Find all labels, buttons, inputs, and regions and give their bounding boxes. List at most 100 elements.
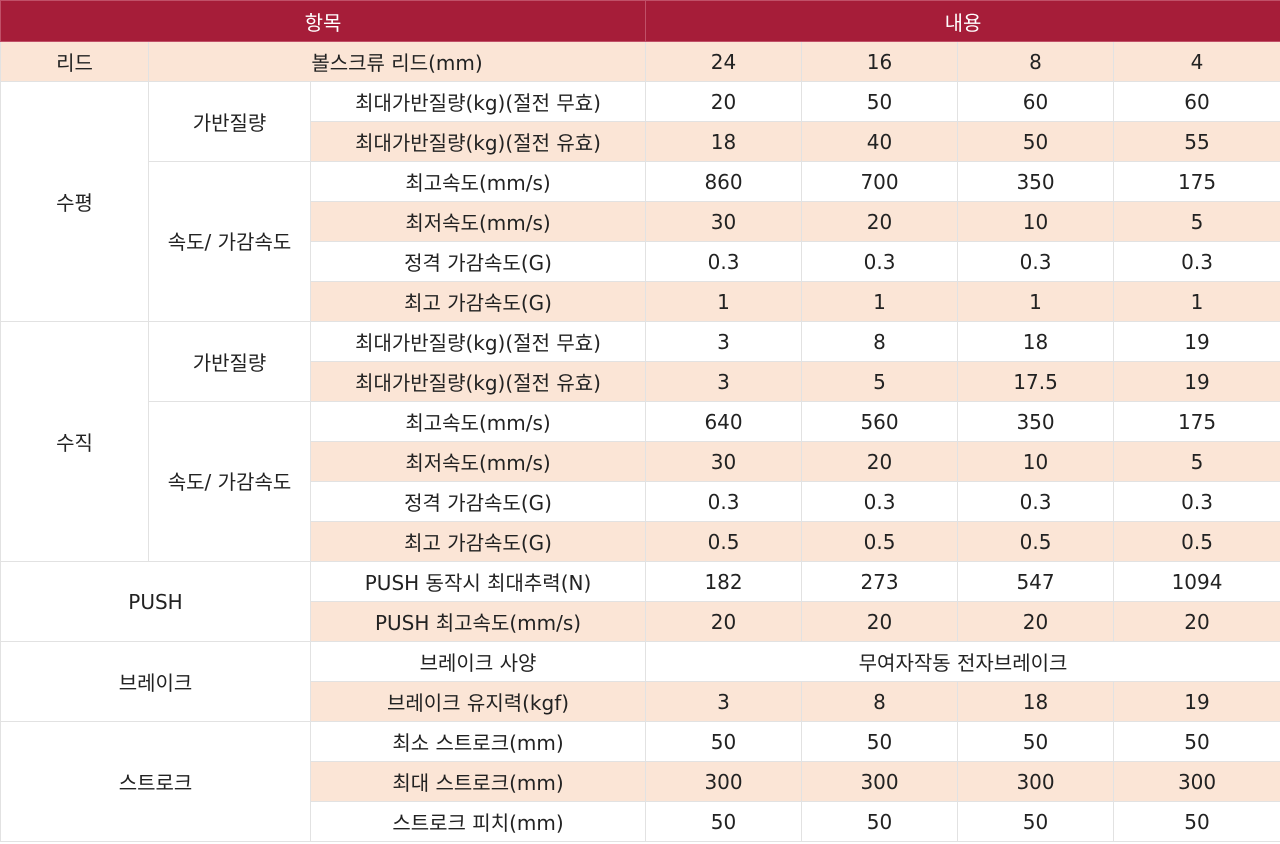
value-cell: 18 <box>957 681 1115 722</box>
value-cell: 300 <box>1113 761 1280 802</box>
value-cell: 20 <box>645 81 803 122</box>
value-cell: 40 <box>801 121 959 162</box>
value-cell: 273 <box>801 561 959 602</box>
value-cell: 0.3 <box>645 481 803 522</box>
param-cell: 브레이크 유지력(kgf) <box>309 681 647 722</box>
value-cell: 19 <box>1113 361 1280 402</box>
value-cell: 5 <box>1113 441 1280 482</box>
subgroup-label-speed: 속도/ 가감속도 <box>148 401 311 562</box>
value-cell: 20 <box>801 201 959 242</box>
value-cell: 0.3 <box>801 241 959 282</box>
value-cell: 0.3 <box>957 481 1115 522</box>
table-row: 리드 볼스크류 리드(mm) 24 16 8 4 <box>0 41 1280 82</box>
value-cell: 1 <box>645 281 803 322</box>
value-cell: 50 <box>957 121 1115 162</box>
header-item: 항목 <box>0 0 647 42</box>
lead-label: 리드 <box>0 41 149 82</box>
value-cell: 1 <box>1113 281 1280 322</box>
value-cell: 182 <box>645 561 803 602</box>
value-cell: 5 <box>801 361 959 402</box>
value-cell: 50 <box>801 801 959 842</box>
table-row: 정격 가감속도(G) 0.3 0.3 0.3 0.3 <box>1 241 1280 282</box>
value-cell: 20 <box>1113 601 1280 642</box>
value-cell: 0.3 <box>645 241 803 282</box>
table-row: 속도/ 가감속도 최고속도(mm/s) 860 700 350 175 <box>1 161 1280 322</box>
param-cell: 최소 스트로크(mm) <box>309 721 647 762</box>
param-cell: 볼스크류 리드(mm) <box>147 41 647 82</box>
value-cell: 3 <box>645 681 803 722</box>
value-cell: 20 <box>645 601 803 642</box>
value-cell: 8 <box>801 321 959 362</box>
table-row: 최대가반질량(kg)(절전 유효) 3 5 17.5 19 <box>1 361 1280 402</box>
group-label-horizontal: 수평 <box>0 81 149 322</box>
value-cell: 50 <box>1113 801 1280 842</box>
table-row: 스트로크 최소 스트로크(mm) 50 50 50 50 <box>0 721 1280 842</box>
value-cell: 60 <box>957 81 1115 122</box>
subgroup-label-payload: 가반질량 <box>148 321 311 402</box>
param-cell: PUSH 최고속도(mm/s) <box>309 601 647 642</box>
value-cell: 4 <box>1113 41 1280 82</box>
value-cell: 60 <box>1113 81 1280 122</box>
value-cell: 24 <box>645 41 803 82</box>
param-cell: PUSH 동작시 최대추력(N) <box>309 561 647 602</box>
value-cell: 700 <box>801 161 959 202</box>
value-cell: 8 <box>957 41 1115 82</box>
table-row: PUSH 최고속도(mm/s) 20 20 20 20 <box>1 601 1280 642</box>
param-cell: 정격 가감속도(G) <box>309 481 647 522</box>
param-cell: 최대 스트로크(mm) <box>309 761 647 802</box>
header-content: 내용 <box>645 0 1280 42</box>
value-cell: 50 <box>801 721 959 762</box>
value-cell: 50 <box>645 721 803 762</box>
param-cell: 최대가반질량(kg)(절전 유효) <box>309 361 647 402</box>
value-cell: 547 <box>957 561 1115 602</box>
value-cell: 16 <box>801 41 959 82</box>
table-row: 최고 가감속도(G) 1 1 1 1 <box>1 281 1280 322</box>
table-row: 최저속도(mm/s) 30 20 10 5 <box>1 441 1280 482</box>
value-cell: 0.5 <box>957 521 1115 562</box>
value-cell: 0.5 <box>801 521 959 562</box>
value-cell: 50 <box>1113 721 1280 762</box>
group-label-brake: 브레이크 <box>0 641 311 722</box>
value-cell: 50 <box>957 801 1115 842</box>
value-cell: 20 <box>801 441 959 482</box>
value-cell: 350 <box>957 401 1115 442</box>
value-cell: 50 <box>645 801 803 842</box>
table-row: 최대 스트로크(mm) 300 300 300 300 <box>1 761 1280 802</box>
group-label-vertical: 수직 <box>0 321 149 562</box>
value-cell: 0.5 <box>645 521 803 562</box>
value-cell: 0.5 <box>1113 521 1280 562</box>
value-cell-merged: 무여자작동 전자브레이크 <box>645 641 1280 682</box>
value-cell: 0.3 <box>1113 241 1280 282</box>
value-cell: 50 <box>801 81 959 122</box>
table-row: 수직 가반질량 최대가반질량(kg)(절전 무효) 3 8 18 19 <box>0 321 1280 562</box>
table-row: 수평 가반질량 최대가반질량(kg)(절전 무효) 20 50 60 60 <box>0 81 1280 322</box>
subgroup-label-payload: 가반질량 <box>148 81 311 162</box>
value-cell: 18 <box>645 121 803 162</box>
value-cell: 300 <box>801 761 959 802</box>
param-cell: 브레이크 사양 <box>309 641 647 682</box>
value-cell: 10 <box>957 201 1115 242</box>
subgroup-label-speed: 속도/ 가감속도 <box>148 161 311 322</box>
table-row: 스트로크 피치(mm) 50 50 50 50 <box>1 801 1280 842</box>
value-cell: 560 <box>801 401 959 442</box>
value-cell: 0.3 <box>801 481 959 522</box>
value-cell: 20 <box>801 601 959 642</box>
value-cell: 300 <box>645 761 803 802</box>
value-cell: 640 <box>645 401 803 442</box>
param-cell: 최고 가감속도(G) <box>309 521 647 562</box>
value-cell: 350 <box>957 161 1115 202</box>
value-cell: 30 <box>645 441 803 482</box>
param-cell: 정격 가감속도(G) <box>309 241 647 282</box>
value-cell: 55 <box>1113 121 1280 162</box>
value-cell: 20 <box>957 601 1115 642</box>
value-cell: 50 <box>957 721 1115 762</box>
param-cell: 최대가반질량(kg)(절전 유효) <box>309 121 647 162</box>
param-cell: 스트로크 피치(mm) <box>309 801 647 842</box>
value-cell: 0.3 <box>957 241 1115 282</box>
table-row: 브레이크 브레이크 사양 무여자작동 전자브레이크 <box>0 641 1280 722</box>
value-cell: 8 <box>801 681 959 722</box>
value-cell: 175 <box>1113 161 1280 202</box>
value-cell: 3 <box>645 321 803 362</box>
value-cell: 1 <box>801 281 959 322</box>
table-row: 브레이크 유지력(kgf) 3 8 18 19 <box>1 681 1280 722</box>
